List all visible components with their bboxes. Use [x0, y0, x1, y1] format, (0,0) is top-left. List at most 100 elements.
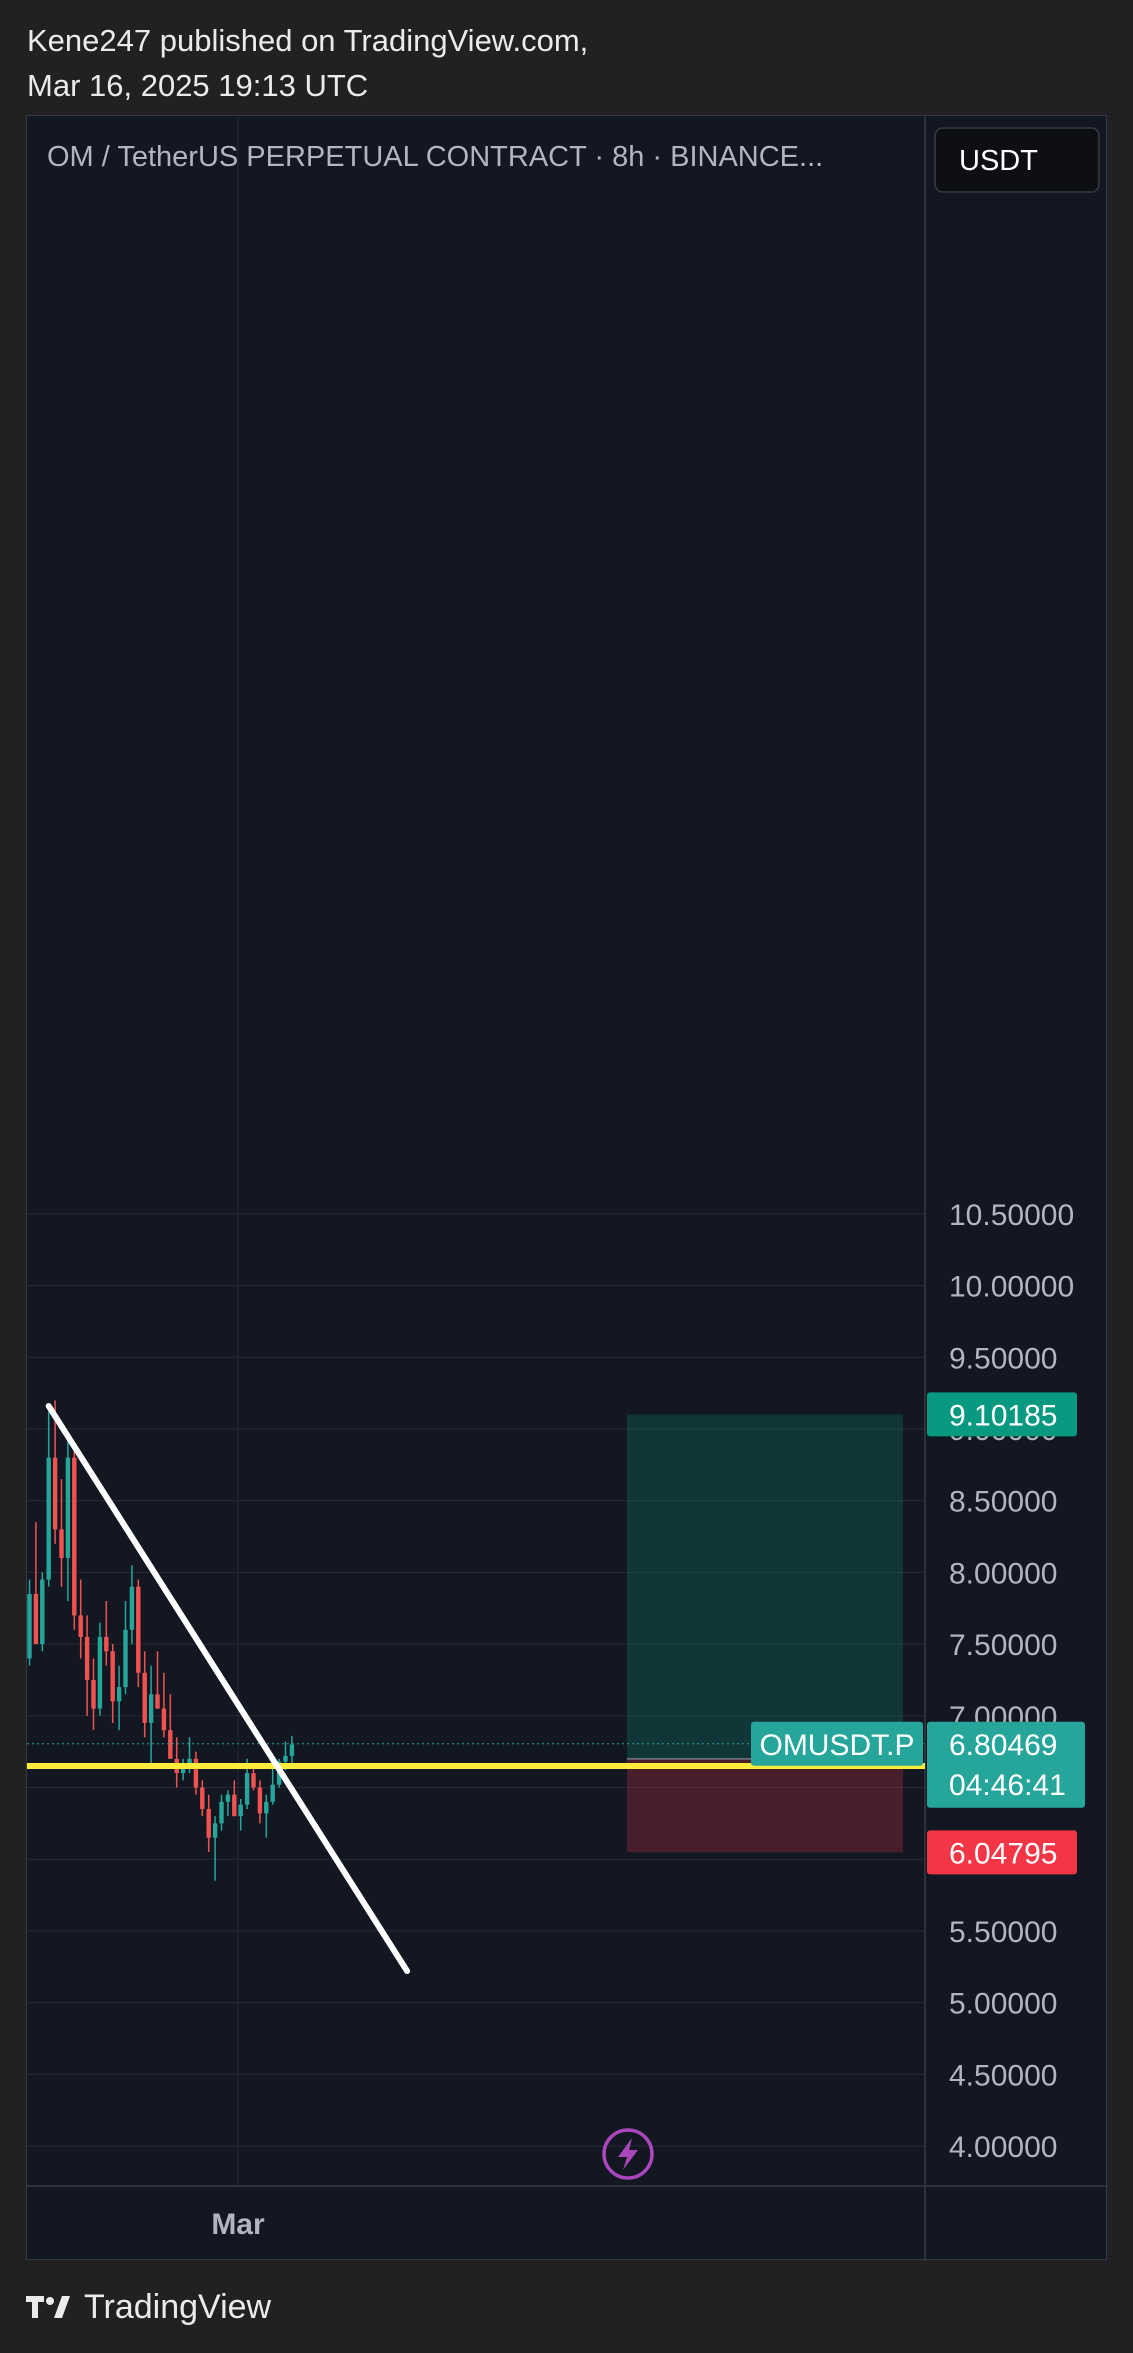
candle-body [104, 1636, 109, 1652]
y-tick-label: 7.50000 [949, 1629, 1057, 1662]
candle [116, 1665, 122, 1731]
candle-body [244, 1773, 250, 1805]
candle [148, 1665, 154, 1766]
y-tick-label: 4.50000 [949, 2059, 1057, 2092]
candle [270, 1765, 275, 1805]
candle-body [27, 1593, 32, 1659]
candle-body [212, 1823, 218, 1838]
candle [97, 1622, 103, 1716]
candle [161, 1672, 167, 1738]
candle [27, 1579, 32, 1666]
candle-body [33, 1593, 39, 1645]
candle [110, 1644, 115, 1723]
footer: TradingView [26, 2280, 271, 2334]
candle-body [52, 1457, 58, 1530]
candle [123, 1601, 128, 1695]
price-tag-label: 9.10185 [949, 1399, 1057, 1432]
lightning-circle [602, 2128, 654, 2180]
currency-button[interactable]: USDT [934, 127, 1100, 193]
candle-body [97, 1636, 103, 1709]
y-tick-label: 5.50000 [949, 1916, 1057, 1949]
chart-panel[interactable]: 4.000004.500005.000005.500006.000006.500… [26, 115, 1108, 2261]
candle-body [270, 1784, 275, 1802]
footer-brand: TradingView [84, 2287, 272, 2326]
y-tick-label: 4.00000 [949, 2131, 1057, 2164]
candle [78, 1579, 83, 1659]
last-price-bg [927, 1721, 1085, 1808]
candle-body [238, 1804, 243, 1817]
candle [238, 1798, 243, 1831]
candle-body [72, 1457, 77, 1616]
currency-button-bg [934, 127, 1100, 193]
candle-body [155, 1694, 160, 1709]
y-tick-label: 9.50000 [949, 1342, 1057, 1375]
chart-title: OM / TetherUS PERPETUAL CONTRACT · 8h · … [47, 141, 823, 173]
price-tag-bg [927, 1392, 1077, 1437]
lightning-bolt [618, 2138, 638, 2170]
candle-body [78, 1615, 83, 1637]
candle-body [193, 1758, 199, 1788]
symbol-label-text: OMUSDT.P [759, 1729, 914, 1762]
y-tick-label: 5.00000 [949, 1988, 1057, 2021]
candle-body [264, 1801, 269, 1814]
candle-body [200, 1787, 205, 1810]
candle-body [206, 1809, 211, 1838]
y-tick-label: 8.00000 [949, 1557, 1057, 1590]
y-tick-label: 10.50000 [949, 1199, 1074, 1232]
publish-date: Mar 16, 2025 19:13 UTC [27, 68, 369, 103]
candle [168, 1694, 173, 1759]
candle-body [187, 1758, 192, 1766]
candle [251, 1765, 256, 1791]
last-price-tag: 6.80469 04:46:41 [927, 1721, 1085, 1808]
candle-body [257, 1787, 263, 1814]
candle [52, 1400, 58, 1544]
y-tick-label: 8.50000 [949, 1486, 1057, 1519]
candle [193, 1751, 199, 1795]
candle [219, 1794, 224, 1831]
x-tick-label: Mar [211, 2208, 265, 2241]
candle [136, 1579, 141, 1688]
candle-body [46, 1457, 51, 1580]
candle [225, 1790, 231, 1817]
target-zone [627, 1414, 903, 1759]
candle-body [148, 1694, 154, 1723]
price-tag-bg [927, 1830, 1077, 1875]
candle-body [65, 1457, 71, 1559]
candle-body [110, 1651, 115, 1702]
price-chart[interactable]: 4.000004.500005.000005.500006.000006.500… [27, 116, 1108, 2261]
candle [72, 1450, 77, 1630]
candle-body [116, 1687, 122, 1702]
candle [91, 1658, 96, 1731]
candle [84, 1615, 90, 1716]
lightning-icon [602, 2128, 654, 2180]
candle [257, 1780, 263, 1824]
candle [200, 1780, 205, 1817]
candle [46, 1411, 51, 1587]
candle [33, 1522, 39, 1645]
candle [129, 1565, 135, 1645]
candle [180, 1758, 186, 1781]
candle-body [129, 1586, 135, 1630]
trendline [45, 1403, 411, 1975]
candle [206, 1794, 211, 1853]
candle [104, 1601, 109, 1666]
candle-body [84, 1636, 90, 1680]
price-tag-label: 6.04795 [949, 1837, 1057, 1870]
candle [289, 1735, 295, 1766]
candle [40, 1572, 45, 1652]
symbol-label: OMUSDT.P [751, 1721, 923, 1766]
candle-body [168, 1730, 173, 1759]
candle-body [59, 1529, 64, 1559]
candle [142, 1651, 147, 1738]
candle-body [289, 1744, 295, 1756]
candle-body [219, 1801, 224, 1824]
candle-body [283, 1755, 288, 1762]
candle-body [180, 1765, 186, 1774]
countdown-label: 04:46:41 [949, 1769, 1066, 1802]
candle [212, 1816, 218, 1881]
candle-body [232, 1794, 237, 1817]
tradingview-logo-icon [26, 2294, 72, 2320]
candle-body [142, 1672, 147, 1723]
candle-body [225, 1794, 231, 1802]
publisher-info: Kene247 published on TradingView.com, Ma… [27, 18, 588, 108]
